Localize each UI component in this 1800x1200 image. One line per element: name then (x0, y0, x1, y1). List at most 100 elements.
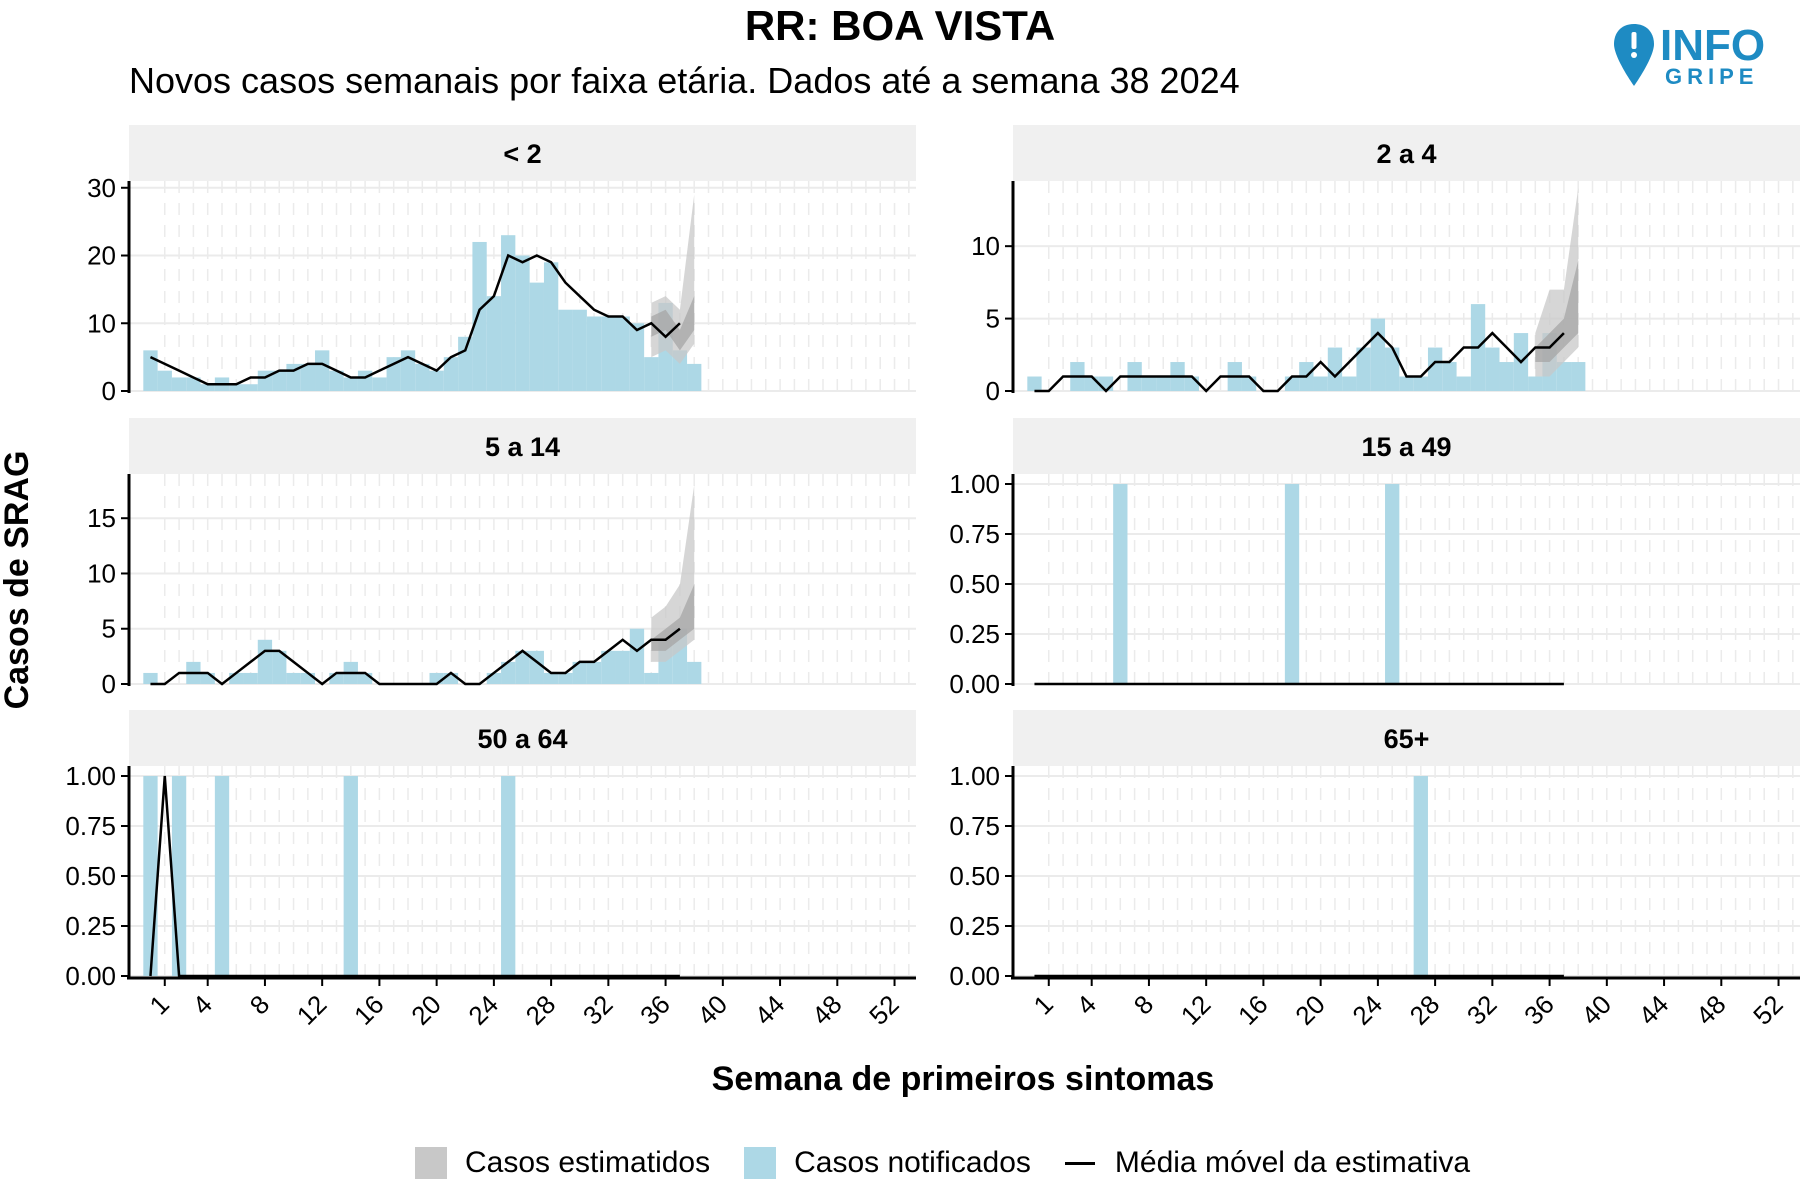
legend-key-estimated (415, 1147, 447, 1179)
bar-notified (286, 672, 301, 684)
chart-subtitle: Novos casos semanais por faixa etária. D… (129, 60, 1240, 101)
panel-strip (129, 710, 916, 766)
tick-label-y: 0.00 (65, 961, 116, 991)
bar-notified (443, 357, 459, 391)
tick-label-x: 20 (1289, 989, 1331, 1031)
bar-notified (1356, 347, 1371, 391)
legend-label-moving-average: Média móvel da estimativa (1114, 1146, 1471, 1179)
bar-notified (586, 661, 602, 684)
bar-notified (243, 672, 258, 684)
panel-strip (129, 418, 916, 474)
tick-label-y: 15 (87, 503, 116, 533)
tick-label-x: 24 (1346, 989, 1388, 1031)
bar-notified (143, 776, 158, 976)
panel-0: < 2 0 10 20 30 (87, 125, 916, 406)
infogripe-logo: INFO GRIPE (1610, 18, 1800, 98)
bar-notified (601, 316, 616, 391)
panel-4: 50 a 640.000.250.500.751.001 4 8 12 16 20 24 28… (65, 710, 916, 1031)
legend-label-estimated: Casos estimatidos (465, 1146, 711, 1179)
tick-label-x: 1 (144, 989, 175, 1020)
panel-strip-label: 65+ (1384, 724, 1430, 754)
tick-label-y: 0.75 (949, 519, 1000, 549)
bar-notified (257, 639, 273, 684)
panel-strip-label: < 2 (503, 139, 541, 169)
bar-notified (529, 282, 544, 391)
bar-notified (443, 672, 459, 684)
tick-label-y: 0 (986, 376, 1000, 406)
bar-notified (186, 377, 201, 391)
tick-label-y: 0.00 (949, 961, 1000, 991)
tick-label-y: 0.00 (949, 669, 1000, 699)
bar-notified (1327, 347, 1343, 391)
tick-label-y: 0 (102, 669, 116, 699)
band-estimated-inner (651, 584, 695, 651)
tick-label-x: 32 (577, 989, 619, 1031)
band-estimated-inner (651, 296, 695, 351)
tick-label-y: 0.25 (65, 911, 116, 941)
bar-notified (687, 363, 702, 391)
bar-notified (272, 650, 287, 684)
bar-notified (171, 377, 187, 391)
legend-item-estimated: Casos estimatidos (415, 1146, 710, 1180)
bar-notified (229, 672, 244, 684)
tick-label-y: 0.25 (949, 619, 1000, 649)
bar-notified (429, 672, 444, 684)
bar-notified (1427, 347, 1443, 391)
x-axis-title: Semana de primeiros sintomas (712, 1060, 1215, 1098)
tick-label-y: 30 (87, 173, 116, 203)
bar-notified (586, 316, 602, 391)
bar-notified (1413, 376, 1428, 391)
panel-strip-label: 2 a 4 (1376, 139, 1436, 169)
tick-label-y: 10 (971, 231, 1000, 261)
tick-label-x: 1 (1028, 989, 1059, 1020)
tick-label-x: 36 (1518, 989, 1560, 1031)
tick-label-y: 0 (102, 376, 116, 406)
tick-label-x: 48 (1690, 989, 1732, 1031)
tick-label-y: 0.75 (65, 811, 116, 841)
tick-label-x: 36 (634, 989, 676, 1031)
tick-label-x: 8 (1128, 989, 1159, 1020)
bar-notified (1113, 484, 1128, 684)
tick-label-x: 32 (1461, 989, 1503, 1031)
tick-label-x: 4 (186, 989, 217, 1020)
bar-notified (501, 235, 516, 391)
bar-notified (143, 350, 158, 391)
map-pin-exclamation-icon: INFO GRIPE (1614, 21, 1765, 89)
bar-notified (1313, 376, 1328, 391)
legend-item-moving-average: Média móvel da estimativa (1064, 1146, 1471, 1180)
bar-notified (357, 672, 373, 684)
bar-notified (572, 309, 587, 391)
tick-label-x: 12 (291, 989, 333, 1031)
panel-strip (1013, 418, 1800, 474)
bar-notified (243, 384, 258, 391)
tick-label-y: 0.50 (65, 861, 116, 891)
tick-label-x: 24 (462, 989, 504, 1031)
tick-label-x: 16 (348, 989, 390, 1031)
bar-notified (1571, 362, 1586, 391)
logo-text-top: INFO (1660, 21, 1765, 70)
bar-notified (1156, 376, 1171, 391)
tick-label-x: 44 (749, 989, 791, 1031)
bar-notified (615, 316, 630, 391)
bar-notified (329, 672, 344, 684)
tick-label-y: 1.00 (65, 761, 116, 791)
tick-label-x: 12 (1175, 989, 1217, 1031)
bar-notified (1442, 362, 1457, 391)
band-estimated-inner (1535, 260, 1579, 363)
bar-notified (601, 650, 616, 684)
bar-notified (572, 661, 587, 684)
tick-label-x: 20 (405, 989, 447, 1031)
bar-notified (1385, 484, 1400, 684)
bar-notified (300, 363, 316, 391)
panel-strip (1013, 125, 1800, 181)
bar-notified (1499, 362, 1514, 391)
bar-notified (171, 776, 187, 976)
bar-notified (644, 672, 659, 684)
bar-notified (515, 650, 530, 684)
tick-label-x: 4 (1070, 989, 1101, 1020)
line-moving-average (150, 627, 681, 686)
legend-key-moving-average (1064, 1161, 1095, 1165)
bar-notified (1556, 362, 1572, 391)
bar-notified (629, 323, 645, 391)
